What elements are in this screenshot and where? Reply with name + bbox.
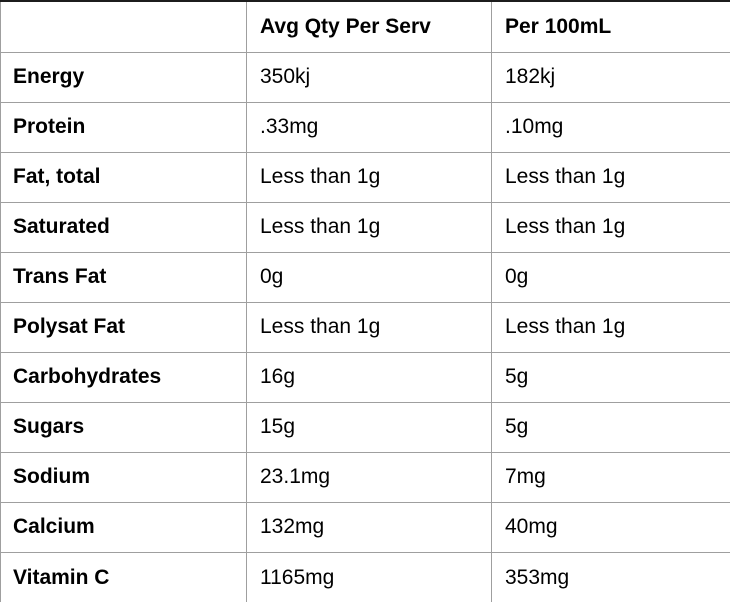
row-label: Fat, total [0,152,247,203]
value-avg-qty-per-serv: Less than 1g [246,152,492,203]
column-header-blank [0,1,247,53]
row-label: Vitamin C [0,552,247,602]
value-per-100ml: 0g [491,252,730,303]
value-per-100ml: 5g [491,352,730,403]
value-avg-qty-per-serv: 1165mg [246,552,492,602]
value-per-100ml: 353mg [491,552,730,602]
row-label: Polysat Fat [0,302,247,353]
table-header-row: Avg Qty Per Serv Per 100mL [0,1,730,53]
table-row: Polysat Fat Less than 1g Less than 1g [0,302,730,353]
value-avg-qty-per-serv: 0g [246,252,492,303]
value-avg-qty-per-serv: .33mg [246,102,492,153]
value-avg-qty-per-serv: 23.1mg [246,452,492,503]
table-row: Trans Fat 0g 0g [0,252,730,303]
row-label: Carbohydrates [0,352,247,403]
table-row: Carbohydrates 16g 5g [0,352,730,403]
value-per-100ml: .10mg [491,102,730,153]
value-per-100ml: Less than 1g [491,152,730,203]
value-per-100ml: 5g [491,402,730,453]
row-label: Energy [0,52,247,103]
value-avg-qty-per-serv: Less than 1g [246,302,492,353]
table-row: Sugars 15g 5g [0,402,730,453]
value-avg-qty-per-serv: 16g [246,352,492,403]
table-row: Vitamin C 1165mg 353mg [0,552,730,602]
row-label: Calcium [0,502,247,553]
row-label: Protein [0,102,247,153]
table-body: Energy 350kj 182kj Protein .33mg .10mg Fat, to… [0,52,730,602]
column-header-per-100ml: Per 100mL [491,1,730,53]
row-label: Sodium [0,452,247,503]
value-avg-qty-per-serv: 132mg [246,502,492,553]
value-per-100ml: Less than 1g [491,302,730,353]
table-row: Saturated Less than 1g Less than 1g [0,202,730,253]
column-header-avg-qty-per-serv: Avg Qty Per Serv [246,1,492,53]
value-avg-qty-per-serv: 350kj [246,52,492,103]
table-row: Sodium 23.1mg 7mg [0,452,730,503]
table-row: Fat, total Less than 1g Less than 1g [0,152,730,203]
row-label: Sugars [0,402,247,453]
value-avg-qty-per-serv: Less than 1g [246,202,492,253]
value-per-100ml: 182kj [491,52,730,103]
table-row: Calcium 132mg 40mg [0,502,730,553]
table-row: Energy 350kj 182kj [0,52,730,103]
value-per-100ml: 40mg [491,502,730,553]
row-label: Trans Fat [0,252,247,303]
row-label: Saturated [0,202,247,253]
value-per-100ml: 7mg [491,452,730,503]
value-per-100ml: Less than 1g [491,202,730,253]
value-avg-qty-per-serv: 15g [246,402,492,453]
table-row: Protein .33mg .10mg [0,102,730,153]
